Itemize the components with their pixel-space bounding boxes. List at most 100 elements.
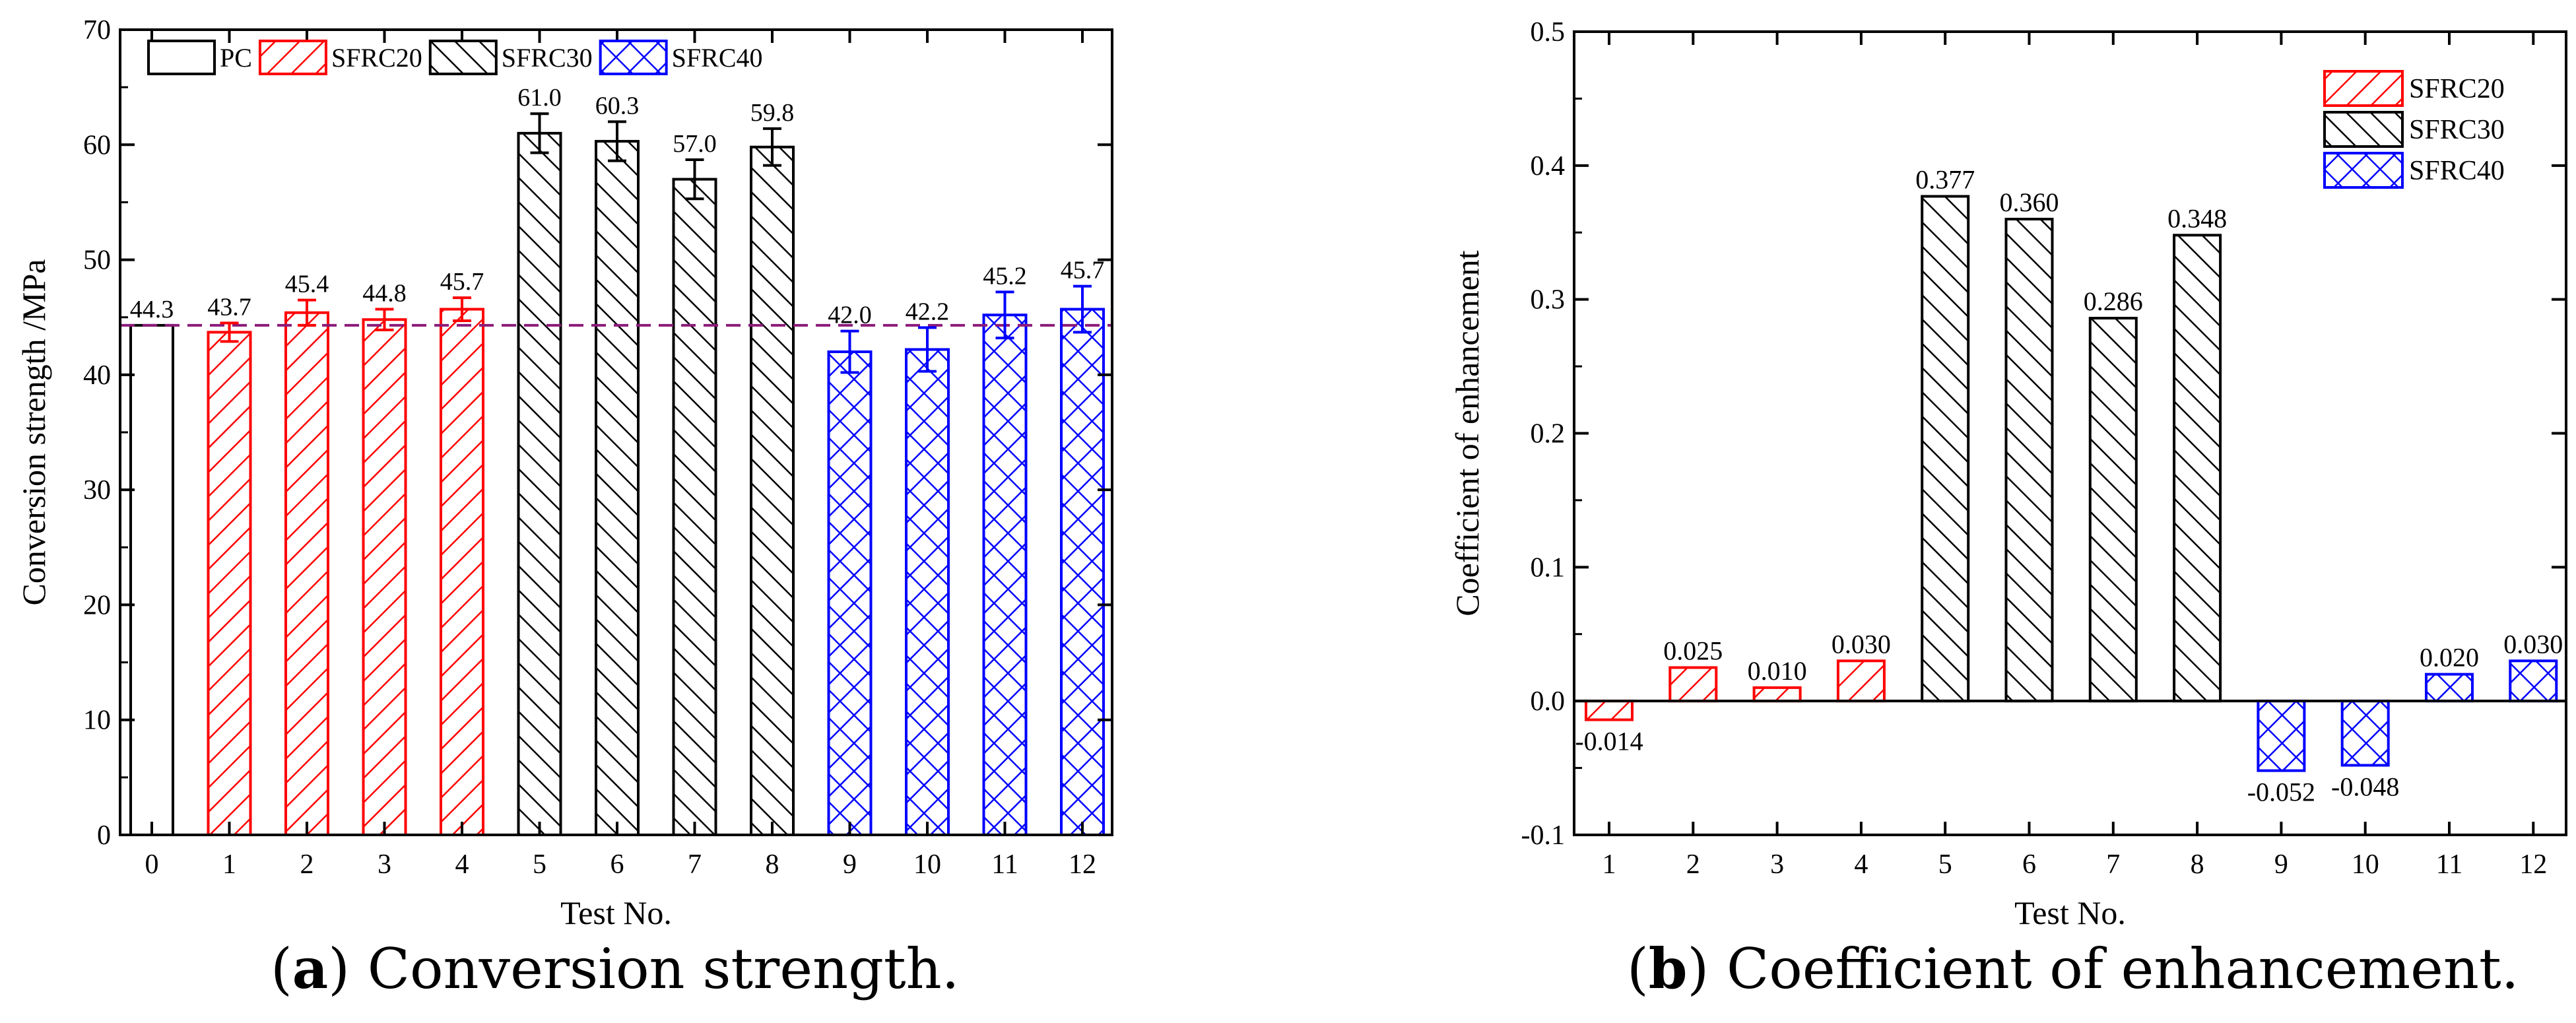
x-tick-label-7: 7 bbox=[2106, 849, 2120, 880]
data-label-test-1: 43.7 bbox=[207, 293, 251, 321]
data-label-test-2: 0.025 bbox=[1663, 636, 1723, 665]
x-tick-label-5: 5 bbox=[1938, 849, 1952, 880]
bar-test-4 bbox=[1836, 659, 1886, 703]
caption-a-text: Conversion strength. bbox=[367, 937, 960, 1001]
legend-label-sfrc40: SFRC40 bbox=[2409, 156, 2505, 186]
caption-b-text: Coefficient of enhancement. bbox=[1727, 937, 2519, 1001]
bar-test-6 bbox=[595, 140, 640, 837]
y-tick-label-5: 0.4 bbox=[1531, 151, 1566, 182]
x-tick-label-6: 6 bbox=[2022, 849, 2036, 880]
chart-conversion-strength: 44.3 43.7 45.4 44.8 45.7 61.0 60.3 57.0 59.8 42.0… bbox=[15, 15, 1113, 931]
x-tick-label-2: 2 bbox=[1686, 849, 1700, 880]
x-tick-label-5: 5 bbox=[533, 849, 546, 880]
y-tick-label-1: 0.0 bbox=[1531, 686, 1566, 717]
bar-test-10 bbox=[905, 348, 950, 836]
legend-label-sfrc20: SFRC20 bbox=[331, 43, 422, 73]
data-label-test-3: 0.010 bbox=[1748, 656, 1807, 686]
data-label-test-0: 44.3 bbox=[130, 296, 174, 323]
legend-swatch-sfrc20 bbox=[2323, 70, 2404, 107]
legend-swatch-sfrc20 bbox=[258, 40, 327, 75]
y-axis-label: Coefficient of enhancement bbox=[1449, 250, 1486, 616]
bar-test-10 bbox=[2340, 700, 2390, 767]
bar-test-1 bbox=[207, 331, 252, 837]
bar-test-12 bbox=[1060, 308, 1105, 836]
legend-label-sfrc30: SFRC30 bbox=[2409, 115, 2505, 145]
x-tick-label-8: 8 bbox=[2191, 849, 2204, 880]
legend-swatch-sfrc40 bbox=[599, 40, 668, 75]
data-label-test-5: 61.0 bbox=[517, 84, 562, 112]
legend-label-pc: PC bbox=[220, 43, 252, 73]
bar-test-2 bbox=[284, 311, 329, 836]
y-tick-label-6: 0.5 bbox=[1531, 17, 1566, 48]
bar-test-5 bbox=[517, 131, 562, 836]
x-tick-label-9: 9 bbox=[843, 849, 857, 880]
y-tick-label-4: 0.3 bbox=[1531, 285, 1566, 315]
bar-test-6 bbox=[2004, 217, 2054, 703]
legend-label-sfrc30: SFRC30 bbox=[502, 43, 593, 73]
x-tick-label-1: 1 bbox=[1602, 849, 1616, 880]
x-tick-label-10: 10 bbox=[913, 849, 941, 880]
y-tick-label-2: 0.1 bbox=[1531, 552, 1566, 583]
data-label-test-8: 0.348 bbox=[2167, 203, 2227, 233]
bar-test-8 bbox=[2173, 234, 2222, 703]
bar-test-8 bbox=[750, 145, 795, 836]
y-tick-label-60: 60 bbox=[83, 130, 111, 160]
plot-frame bbox=[1573, 30, 2567, 836]
bar-test-7 bbox=[672, 178, 717, 837]
x-tick-label-8: 8 bbox=[766, 849, 779, 880]
y-tick-label-70: 70 bbox=[83, 15, 111, 46]
data-label-test-10: -0.048 bbox=[2331, 772, 2399, 802]
data-label-test-6: 0.360 bbox=[2000, 187, 2059, 217]
bar-test-11 bbox=[2425, 673, 2474, 703]
data-label-test-6: 60.3 bbox=[595, 92, 640, 119]
x-tick-label-3: 3 bbox=[378, 849, 391, 880]
bar-test-11 bbox=[982, 314, 1028, 836]
data-label-test-4: 45.7 bbox=[440, 268, 484, 296]
x-tick-label-2: 2 bbox=[300, 849, 314, 880]
data-label-test-7: 0.286 bbox=[2084, 286, 2143, 316]
y-tick-label-20: 20 bbox=[83, 590, 111, 620]
x-tick-label-12: 12 bbox=[2519, 849, 2547, 880]
legend-swatch-pc bbox=[147, 40, 216, 75]
caption-a: (a) Conversion strength. bbox=[271, 936, 960, 1001]
legend-label-sfrc40: SFRC40 bbox=[672, 43, 763, 73]
legend-label-sfrc20: SFRC20 bbox=[2409, 74, 2505, 104]
x-tick-label-4: 4 bbox=[1854, 849, 1868, 880]
data-label-test-9: -0.052 bbox=[2247, 777, 2315, 807]
data-label-test-9: 42.0 bbox=[828, 302, 872, 329]
bar-test-2 bbox=[1668, 666, 1718, 703]
caption-b: (b) Coefficient of enhancement. bbox=[1627, 936, 2519, 1001]
x-tick-label-10: 10 bbox=[2352, 849, 2379, 880]
data-label-test-1: -0.014 bbox=[1575, 727, 1643, 756]
data-label-test-3: 44.8 bbox=[362, 280, 407, 308]
y-tick-label-40: 40 bbox=[83, 360, 111, 391]
bar-test-12 bbox=[2509, 659, 2558, 703]
data-label-test-11: 45.2 bbox=[983, 262, 1027, 290]
data-label-test-4: 0.030 bbox=[1832, 629, 1891, 659]
data-label-test-12: 0.030 bbox=[2503, 629, 2563, 659]
y-axis-label: Conversion strength /MPa bbox=[15, 259, 52, 606]
data-label-test-8: 59.8 bbox=[750, 99, 795, 127]
legend-swatch-sfrc30 bbox=[428, 40, 498, 75]
data-label-test-12: 45.7 bbox=[1061, 257, 1105, 284]
y-tick-label-3: 0.2 bbox=[1531, 419, 1566, 449]
x-axis-label: Test No. bbox=[560, 894, 672, 931]
x-tick-label-6: 6 bbox=[611, 849, 624, 880]
data-label-test-7: 57.0 bbox=[673, 130, 717, 158]
x-tick-label-7: 7 bbox=[688, 849, 702, 880]
bar-test-9 bbox=[2257, 700, 2306, 772]
caption-a-letter: a bbox=[292, 936, 329, 1001]
chart-coefficient-of-enhancement: -0.0140.0250.0100.0300.3770.3600.2860.34… bbox=[1449, 17, 2567, 931]
data-label-test-11: 0.020 bbox=[2420, 643, 2479, 673]
x-tick-label-11: 11 bbox=[2436, 849, 2462, 880]
x-axis-label: Test No. bbox=[2014, 894, 2126, 931]
x-tick-label-12: 12 bbox=[1069, 849, 1096, 880]
x-tick-label-9: 9 bbox=[2274, 849, 2288, 880]
data-label-test-10: 42.2 bbox=[906, 298, 950, 325]
legend-swatch-sfrc30 bbox=[2323, 111, 2404, 148]
bar-test-1 bbox=[1585, 700, 1634, 721]
x-tick-label-11: 11 bbox=[991, 849, 1018, 880]
y-tick-label-0: 0 bbox=[97, 820, 111, 851]
x-tick-label-1: 1 bbox=[222, 849, 236, 880]
y-tick-label-30: 30 bbox=[83, 475, 111, 506]
